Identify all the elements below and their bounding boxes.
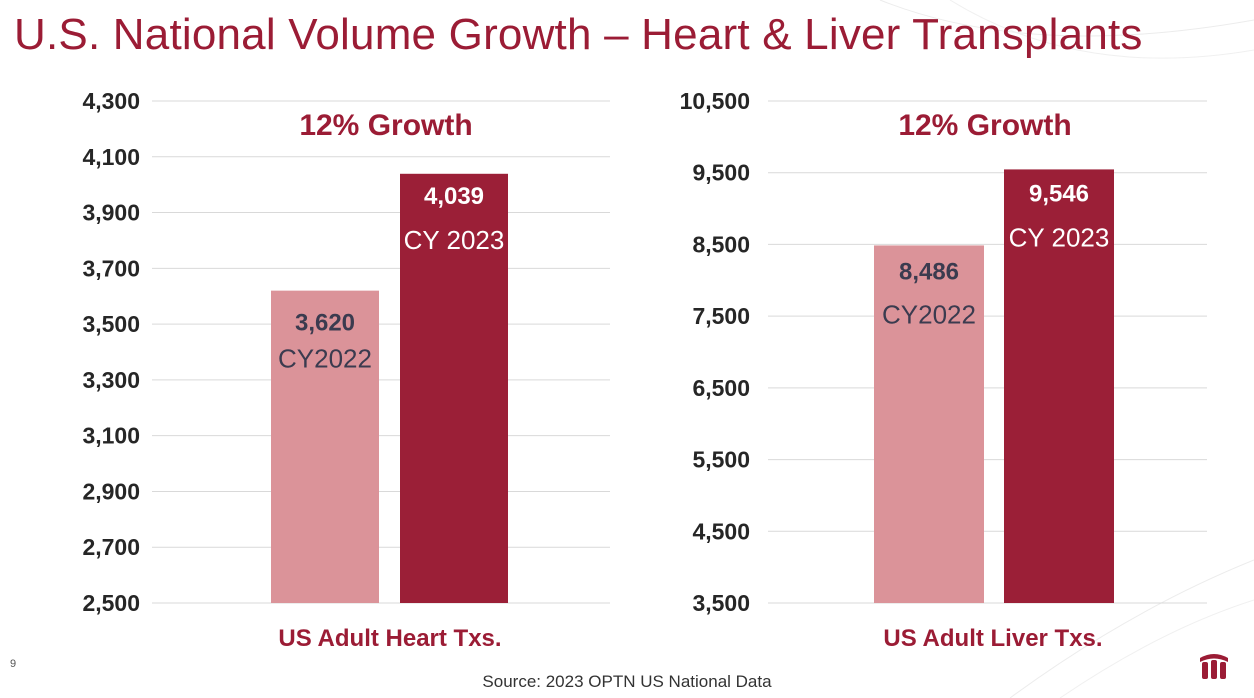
y-tick-label: 3,900 [82,200,140,226]
growth-annotation: 12% Growth [898,109,1071,142]
page-title: U.S. National Volume Growth – Heart & Li… [14,10,1143,59]
y-tick-label: 3,500 [692,590,750,616]
hospital-logo-icon [1200,654,1228,679]
x-axis-label: US Adult Heart Txs. [278,625,501,652]
y-tick-label: 10,500 [680,88,750,114]
y-tick-label: 3,100 [82,423,140,449]
growth-annotation: 12% Growth [299,109,472,142]
x-axis-label: US Adult Liver Txs. [883,625,1102,652]
y-tick-label: 5,500 [692,447,750,473]
y-tick-label: 2,900 [82,478,140,504]
bar-value-label: 3,620 [295,310,355,337]
y-tick-label: 7,500 [692,303,750,329]
y-tick-label: 4,300 [82,88,140,114]
page-number: 9 [10,658,17,670]
bar-category-label: CY 2023 [404,225,505,255]
bar-category-label: CY2022 [278,344,372,374]
bar-cy2022 [874,245,984,604]
bar-value-label: 9,546 [1029,180,1089,207]
y-tick-label: 4,500 [692,518,750,544]
y-tick-label: 3,500 [82,311,140,337]
y-tick-label: 2,500 [82,590,140,616]
bar-cy2022 [271,290,379,603]
y-tick-label: 8,500 [692,231,750,257]
bar-category-label: CY 2023 [1009,222,1110,252]
bar-value-label: 8,486 [899,258,959,285]
bar-category-label: CY2022 [882,299,976,329]
y-tick-label: 3,300 [82,367,140,393]
y-tick-label: 4,100 [82,144,140,170]
bar-cy2023 [1004,169,1114,603]
source-note: Source: 2023 OPTN US National Data [482,672,772,691]
y-tick-label: 3,700 [82,255,140,281]
bar-cy2023 [400,173,508,604]
bar-value-label: 4,039 [424,183,484,210]
y-tick-label: 6,500 [692,375,750,401]
y-tick-label: 2,700 [82,534,140,560]
y-tick-label: 9,500 [692,160,750,186]
